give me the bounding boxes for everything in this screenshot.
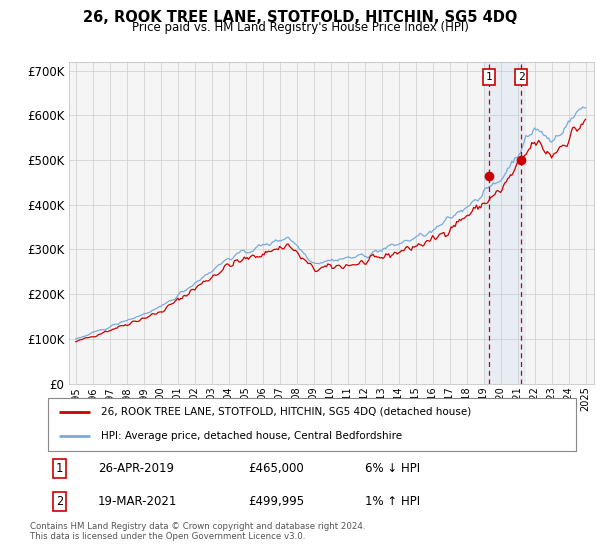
Text: Price paid vs. HM Land Registry's House Price Index (HPI): Price paid vs. HM Land Registry's House … [131,21,469,34]
Text: 1% ↑ HPI: 1% ↑ HPI [365,496,420,508]
Text: 2: 2 [518,72,524,82]
Text: 1: 1 [56,462,63,475]
Text: 19-MAR-2021: 19-MAR-2021 [98,496,178,508]
Text: Contains HM Land Registry data © Crown copyright and database right 2024.
This d: Contains HM Land Registry data © Crown c… [30,522,365,542]
Text: HPI: Average price, detached house, Central Bedfordshire: HPI: Average price, detached house, Cent… [101,431,402,441]
Text: 26-APR-2019: 26-APR-2019 [98,462,174,475]
Text: 26, ROOK TREE LANE, STOTFOLD, HITCHIN, SG5 4DQ (detached house): 26, ROOK TREE LANE, STOTFOLD, HITCHIN, S… [101,407,471,417]
Text: £499,995: £499,995 [248,496,305,508]
Text: £465,000: £465,000 [248,462,304,475]
Text: 26, ROOK TREE LANE, STOTFOLD, HITCHIN, SG5 4DQ: 26, ROOK TREE LANE, STOTFOLD, HITCHIN, S… [83,10,517,25]
Text: 1: 1 [485,72,493,82]
Bar [484,62,526,384]
FancyBboxPatch shape [48,398,576,451]
Text: 2: 2 [56,496,63,508]
Text: 6% ↓ HPI: 6% ↓ HPI [365,462,420,475]
